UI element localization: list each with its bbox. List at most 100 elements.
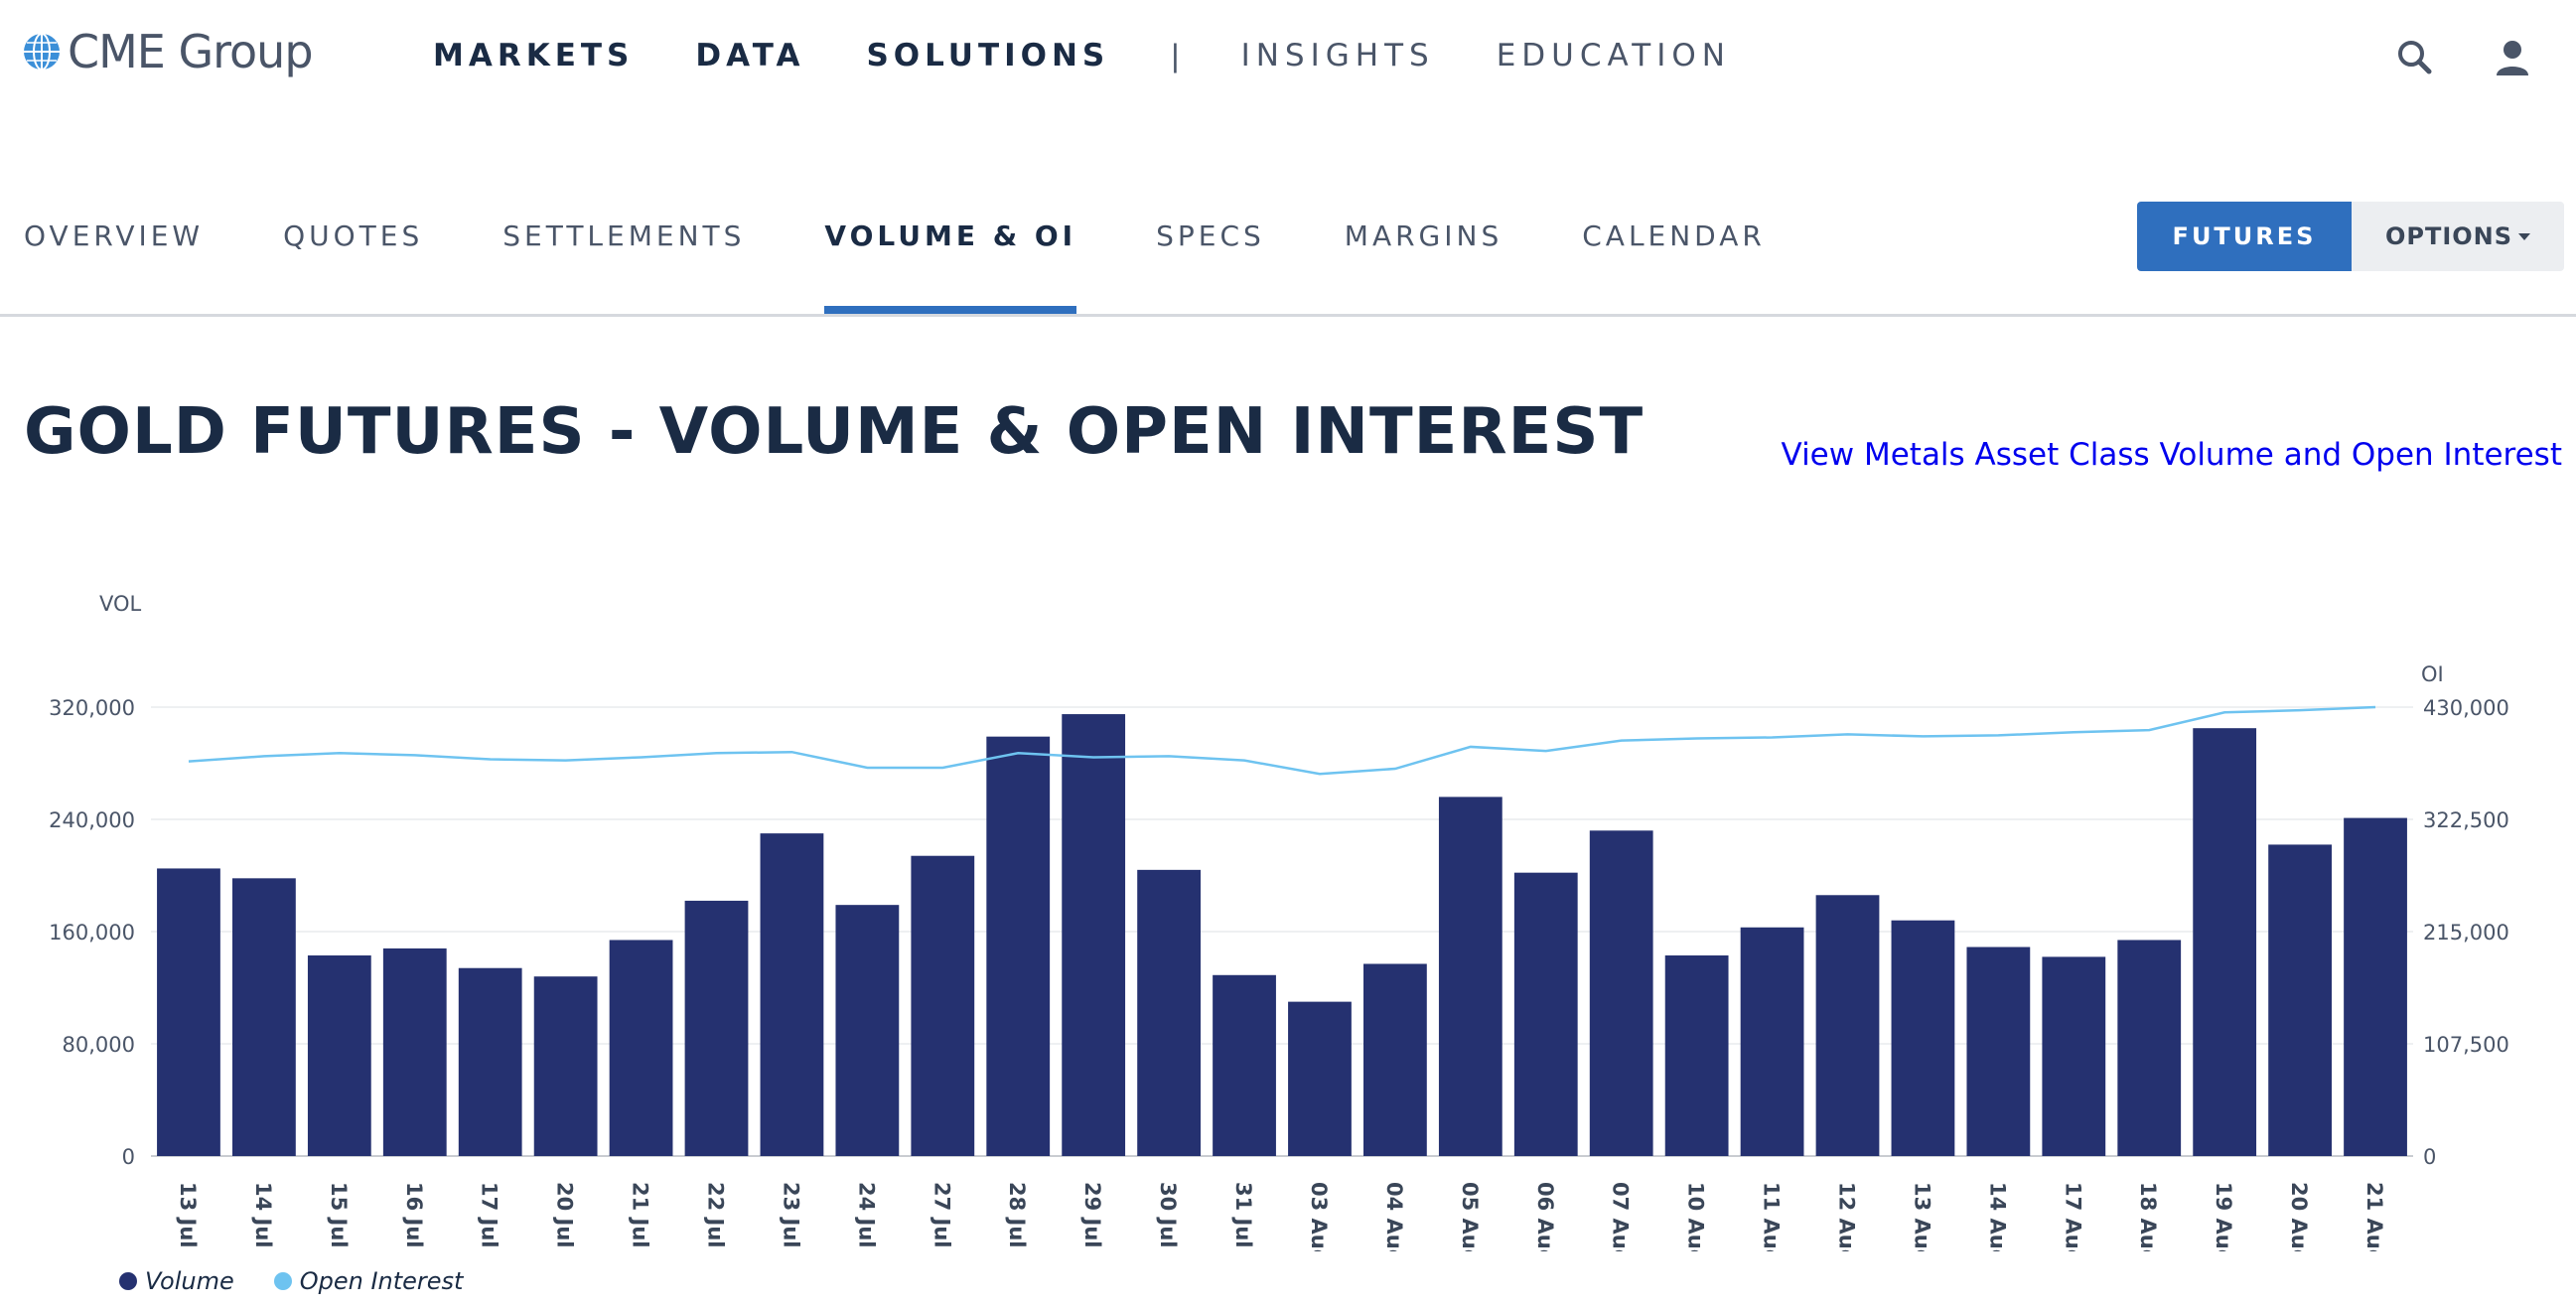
logo-text: CME Group	[68, 25, 314, 78]
y-tick-label: 160,000	[49, 921, 135, 945]
nav-item-data[interactable]: DATA	[695, 38, 805, 73]
tab-margins[interactable]: MARGINS	[1344, 218, 1503, 252]
volume-bar	[609, 940, 673, 1156]
futures-options-toggle: FUTURES OPTIONS	[2137, 202, 2564, 271]
legend-volume-label: Volume	[145, 1267, 234, 1295]
product-tabs: OVERVIEW QUOTES SETTLEMENTS VOLUME & OI SPEC…	[24, 157, 1845, 314]
x-tick-label: 11 Aug	[1760, 1182, 1784, 1251]
volume-bar	[157, 868, 220, 1156]
volume-bar	[458, 967, 522, 1156]
volume-bar	[533, 976, 598, 1156]
x-tick-label: 13 Aug	[1910, 1182, 1933, 1251]
volume-bar	[1288, 1001, 1352, 1156]
tab-overview[interactable]: OVERVIEW	[24, 218, 205, 252]
x-tick-label: 31 Jul	[1231, 1182, 1255, 1248]
x-tick-label: 29 Jul	[1080, 1182, 1104, 1248]
x-tick-label: 20 Aug	[2287, 1182, 2311, 1251]
volume-bar	[986, 736, 1051, 1156]
volume-oi-chart: 0 80,000 160,000 240,000 320,000 0 107,500 215,…	[49, 592, 2509, 1251]
x-tick-label: 13 Jul	[176, 1182, 200, 1248]
tab-settlements[interactable]: SETTLEMENTS	[502, 218, 746, 252]
tab-volume-oi[interactable]: VOLUME & OI	[824, 157, 1076, 314]
x-tick-label: 22 Jul	[704, 1182, 728, 1248]
volume-bar	[835, 905, 900, 1156]
user-icon[interactable]	[2489, 34, 2536, 81]
y-tick-label: 320,000	[49, 696, 135, 720]
volume-bar	[1740, 927, 1804, 1156]
x-tick-label: 07 Aug	[1609, 1182, 1633, 1251]
volume-bar	[1815, 895, 1880, 1156]
legend-volume-swatch	[119, 1272, 137, 1290]
volume-bar	[1513, 872, 1578, 1156]
nav-item-insights[interactable]: INSIGHTS	[1240, 38, 1435, 73]
volume-bar	[760, 833, 824, 1156]
y-tick-label: 80,000	[63, 1033, 135, 1057]
main-nav: MARKETS DATA SOLUTIONS | INSIGHTS EDUCATION	[433, 28, 1792, 83]
nav-separator: |	[1171, 37, 1180, 73]
volume-bar	[2268, 844, 2332, 1156]
x-tick-label: 24 Jul	[854, 1182, 878, 1248]
volume-bar	[307, 955, 371, 1156]
x-tick-label: 06 Aug	[1533, 1182, 1557, 1251]
x-tick-label: 04 Aug	[1382, 1182, 1406, 1251]
cme-logo[interactable]: CME Group	[22, 22, 314, 81]
legend-open-interest[interactable]: Open Interest	[273, 1267, 464, 1295]
page-title: GOLD FUTURES - VOLUME & OPEN INTEREST	[24, 395, 1645, 469]
y2-tick-label: 430,000	[2423, 696, 2509, 720]
volume-bar	[382, 947, 447, 1156]
x-tick-label: 17 Aug	[2061, 1182, 2084, 1251]
y2-tick-label: 0	[2423, 1145, 2436, 1169]
nav-item-solutions[interactable]: SOLUTIONS	[866, 38, 1110, 73]
y-axis-label: VOL	[99, 592, 142, 616]
legend-oi-label: Open Interest	[299, 1267, 464, 1295]
volume-bar	[2344, 817, 2407, 1156]
x-tick-label: 05 Aug	[1458, 1182, 1482, 1251]
globe-icon	[24, 33, 60, 71]
volume-bar	[2193, 728, 2257, 1156]
volume-bar	[2042, 956, 2106, 1156]
futures-button[interactable]: FUTURES	[2137, 202, 2352, 271]
x-tick-label: 10 Aug	[1684, 1182, 1708, 1251]
legend-oi-swatch	[273, 1272, 292, 1290]
open-interest-line	[188, 705, 2376, 776]
volume-bar	[1891, 920, 1955, 1156]
metals-asset-class-link[interactable]: View Metals Asset Class Volume and Open …	[1781, 437, 2562, 473]
tab-specs[interactable]: SPECS	[1156, 218, 1265, 252]
nav-item-education[interactable]: EDUCATION	[1496, 38, 1731, 73]
x-tick-label: 20 Jul	[553, 1182, 577, 1248]
x-tick-label: 16 Jul	[402, 1182, 426, 1248]
x-tick-label: 23 Jul	[779, 1182, 802, 1248]
volume-bar	[1363, 963, 1427, 1156]
tab-quotes[interactable]: QUOTES	[283, 218, 424, 252]
volume-bar	[911, 855, 975, 1156]
x-tick-label: 17 Jul	[478, 1182, 501, 1248]
nav-item-markets[interactable]: MARKETS	[433, 38, 635, 73]
y-tick-label: 0	[122, 1145, 135, 1169]
caret-down-icon	[2518, 232, 2531, 240]
x-tick-label: 30 Jul	[1156, 1182, 1180, 1248]
volume-bar	[1062, 714, 1126, 1156]
chart-legend: Volume Open Interest	[119, 1267, 502, 1295]
y2-axis-label: OI	[2421, 662, 2444, 686]
x-tick-label: 03 Aug	[1307, 1182, 1331, 1251]
x-tick-label: 28 Jul	[1005, 1182, 1029, 1248]
tab-calendar[interactable]: CALENDAR	[1582, 218, 1766, 252]
options-dropdown-button[interactable]: OPTIONS	[2352, 202, 2564, 271]
x-tick-label: 15 Jul	[327, 1182, 351, 1248]
volume-bar	[1664, 955, 1729, 1156]
volume-bar	[1589, 830, 1653, 1156]
legend-volume[interactable]: Volume	[119, 1267, 234, 1295]
volume-bar	[1137, 869, 1201, 1156]
search-icon[interactable]	[2391, 34, 2439, 81]
volume-bar	[1213, 974, 1276, 1156]
top-navigation: CME Group MARKETS DATA SOLUTIONS | INSIGHTS E…	[0, 0, 2576, 159]
volume-bar	[232, 878, 296, 1156]
x-tick-label: 27 Jul	[930, 1182, 953, 1248]
x-tick-label: 19 Aug	[2212, 1182, 2235, 1251]
y2-tick-label: 215,000	[2423, 921, 2509, 945]
volume-bar	[1966, 946, 2031, 1156]
volume-bar	[2117, 940, 2182, 1156]
volume-bar	[684, 900, 749, 1156]
options-label: OPTIONS	[2384, 222, 2513, 250]
x-tick-label: 18 Aug	[2136, 1182, 2160, 1251]
